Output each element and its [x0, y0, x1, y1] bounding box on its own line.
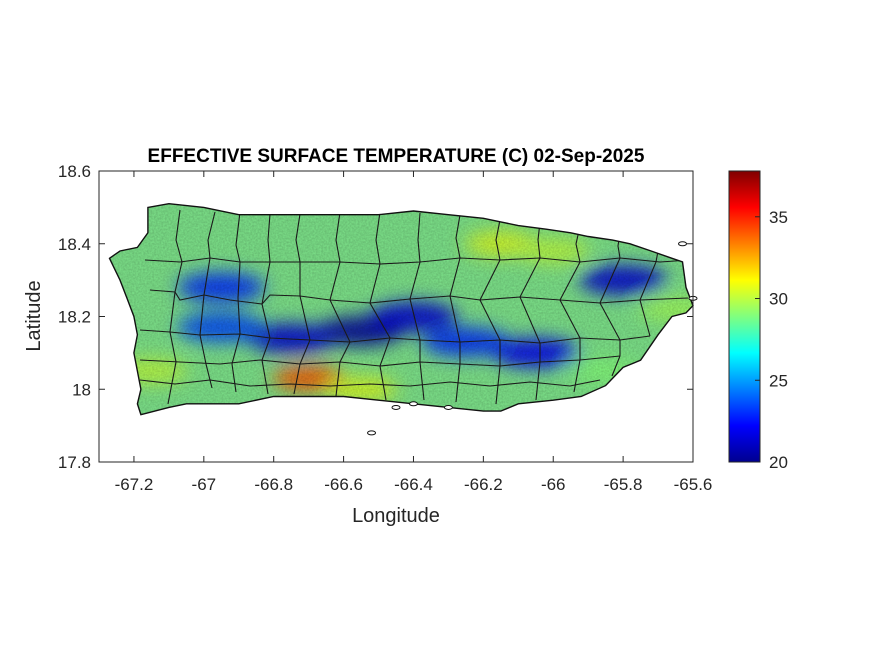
colorbar-gradient	[728, 170, 761, 463]
offshore-islets	[367, 241, 698, 436]
x-tick-label: -66.2	[464, 475, 503, 494]
colorbar-tick-label: 35	[769, 208, 788, 227]
x-axis-label: Longitude	[352, 505, 440, 527]
x-tick-label: -66.4	[394, 475, 433, 494]
colorbar-tick-label: 30	[769, 290, 788, 309]
islet	[367, 430, 377, 436]
colorbar-tick-label: 25	[769, 371, 788, 390]
y-tick-label: 17.8	[58, 453, 91, 472]
islet	[391, 404, 401, 410]
y-axis-label: Latitude	[23, 280, 45, 351]
coastline	[108, 202, 694, 416]
y-tick-label: 18.2	[58, 308, 91, 327]
colorbar: 20 25 30 35	[728, 170, 788, 472]
x-axis-ticks: -67.2 -67 -66.8 -66.6 -66.4 -66.2 -66 -65.8 -65.…	[115, 171, 713, 494]
texture-noise	[109, 203, 693, 415]
map-axes: -67.2 -67 -66.8 -66.6 -66.4 -66.2 -66 -65.8 -65.…	[58, 162, 712, 494]
x-tick-label: -67	[192, 475, 217, 494]
chart-title: EFFECTIVE SURFACE TEMPERATURE (C) 02-Sep…	[148, 146, 645, 167]
x-tick-label: -66.6	[324, 475, 363, 494]
y-tick-label: 18	[72, 380, 91, 399]
y-tick-label: 18.6	[58, 162, 91, 181]
colorbar-ticks: 20 25 30 35	[755, 208, 788, 472]
y-axis-ticks: 17.8 18 18.2 18.4 18.6	[58, 162, 693, 472]
municipality-borders	[139, 209, 691, 405]
x-tick-label: -66.8	[254, 475, 293, 494]
colorbar-tick-label: 20	[769, 453, 788, 472]
x-tick-label: -67.2	[115, 475, 154, 494]
y-tick-label: 18.4	[58, 235, 91, 254]
temperature-field	[109, 203, 693, 415]
x-tick-label: -65.6	[674, 475, 713, 494]
islet	[678, 241, 688, 247]
islet	[408, 401, 418, 407]
islet	[443, 404, 453, 410]
x-tick-label: -66	[541, 475, 566, 494]
x-tick-label: -65.8	[604, 475, 643, 494]
